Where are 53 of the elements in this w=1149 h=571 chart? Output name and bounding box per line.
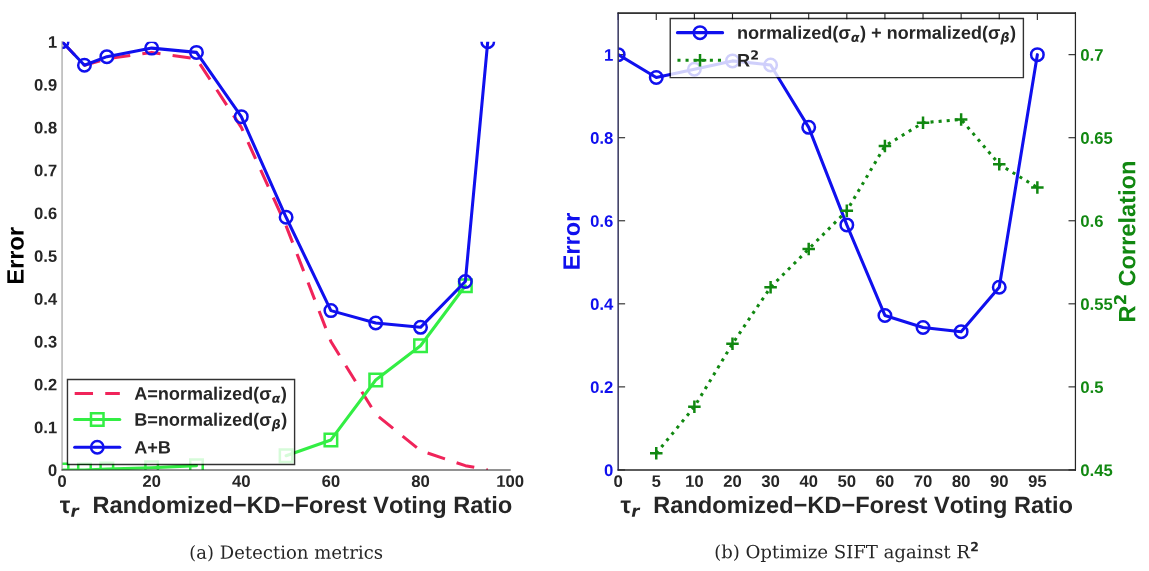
- y-tick-label: 1: [605, 49, 613, 61]
- y-tick-label: 0.8: [590, 132, 613, 144]
- x-axis-title: τ$_{r}$ Randomized−KD−Forest Voting Ratio: [620, 495, 1073, 518]
- y2-tick-label: 0.65: [1080, 132, 1113, 144]
- y-tick-label: 0.1: [34, 421, 57, 434]
- x-tick-label: 20: [142, 475, 161, 488]
- x-tick-label: 20: [723, 475, 742, 488]
- legend-label: normalized(σ$_{α}$) + normalized(σ$_{β}$): [738, 25, 1016, 45]
- y-axis-title: Error: [563, 213, 580, 269]
- x-tick-label: 100: [497, 475, 524, 488]
- y-tick-label: 0.3: [34, 335, 57, 348]
- y-tick-label: 0.6: [590, 215, 613, 227]
- y-tick-label: 1: [48, 36, 57, 48]
- legend-label: B=normalized(σ$_{β}$): [135, 412, 287, 432]
- y2-tick-label: 0.7: [1080, 49, 1103, 61]
- legend-label: A+B: [134, 441, 171, 454]
- y2-axis-title: R$^{2}$ Correlation: [1113, 162, 1136, 321]
- x-axis-title: τ$_{r}$ Randomized−KD−Forest Voting Ratio: [60, 495, 512, 518]
- y-tick-label: 0.5: [34, 250, 57, 263]
- y-tick-label: 0.2: [34, 378, 57, 391]
- text: (a) Detection metrics: [190, 544, 383, 562]
- x-tick-label: 80: [952, 475, 970, 488]
- x-tick-label: 90: [990, 475, 1008, 488]
- y-tick-label: 0: [604, 464, 613, 477]
- x-tick-label: 40: [232, 475, 250, 488]
- y-tick-label: 0.4: [590, 298, 614, 311]
- x-tick-label: 10: [686, 475, 703, 488]
- x-tick-label: 30: [761, 475, 780, 488]
- x-tick-label: 60: [876, 475, 894, 488]
- x-tick-label: 5: [652, 475, 661, 488]
- y-tick-label: 0.9: [34, 78, 57, 91]
- y-tick-label: 0: [48, 464, 57, 477]
- y-tick-label: 0.7: [34, 164, 57, 177]
- x-tick-label: 80: [411, 475, 430, 488]
- x-tick-label: 95: [1028, 475, 1047, 488]
- x-tick-label: 60: [322, 475, 340, 488]
- y-axis-title: Error: [7, 227, 24, 284]
- x-tick-label: 0: [58, 475, 66, 488]
- legend-label: R$^{2}$: [738, 50, 758, 67]
- x-tick-label: 70: [914, 475, 932, 488]
- x-tick-label: 0: [614, 475, 623, 488]
- y-tick-label: 0.4: [34, 293, 58, 305]
- y2-tick-label: 0.5: [1080, 381, 1104, 394]
- y2-tick-label: 0.45: [1080, 464, 1113, 477]
- x-tick-label: 50: [838, 475, 856, 488]
- y-tick-label: 0.8: [34, 121, 57, 134]
- y2-tick-label: 0.6: [1080, 215, 1103, 227]
- y2-tick-label: 0.55: [1080, 298, 1113, 311]
- y-tick-label: 0.6: [34, 207, 57, 220]
- x-tick-label: 40: [799, 475, 818, 488]
- text: (b) Optimize SIFT against R$^{2}$: [715, 541, 978, 563]
- y-tick-label: 0.2: [590, 381, 613, 394]
- legend-label: A=normalized(σ$_{α}$): [134, 386, 286, 404]
